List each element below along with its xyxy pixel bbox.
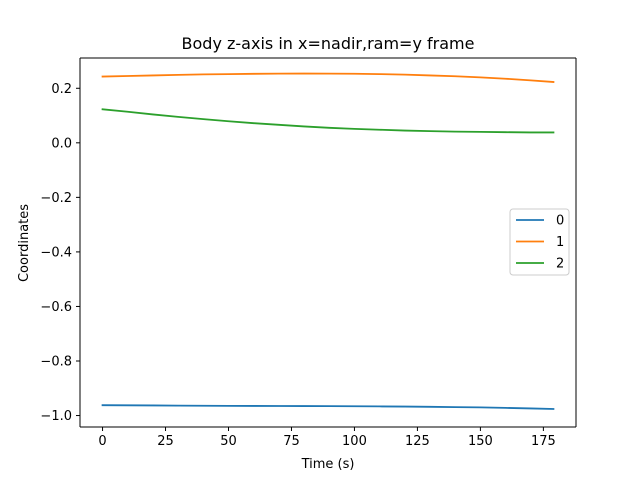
y-tick-label: 0.0 (51, 136, 72, 151)
legend-label-1: 1 (556, 235, 564, 250)
chart-title: Body z-axis in x=nadir,ram=y frame (182, 34, 475, 53)
axes (79, 57, 577, 428)
legend-label-2: 2 (556, 257, 564, 272)
x-tick-label: 0 (98, 434, 106, 449)
y-tick-label: −0.6 (40, 300, 72, 315)
y-tick-label: −0.2 (40, 191, 72, 206)
y-tick-label: −1.0 (40, 409, 72, 424)
y-tick-label: −0.8 (40, 355, 72, 370)
y-axis-ticks: −1.0 −0.8 −0.6 −0.4 −0.2 0.0 0.2 (40, 82, 80, 424)
y-axis-label: Coordinates (17, 204, 32, 282)
x-tick-label: 125 (405, 434, 430, 449)
legend-label-0: 0 (556, 214, 564, 229)
plot-background (80, 58, 576, 427)
x-tick-label: 75 (283, 434, 300, 449)
legend: 0 1 2 (509, 208, 570, 276)
x-axis-ticks: 0 25 50 75 100 125 150 175 (98, 427, 556, 449)
x-tick-label: 50 (220, 434, 237, 449)
x-axis-label: Time (s) (301, 457, 355, 472)
legend-entries: 0 1 2 (516, 214, 564, 272)
series-line-2 (101, 108, 555, 134)
series-line-0 (101, 404, 555, 410)
series-layer (101, 72, 555, 410)
x-tick-label: 25 (157, 434, 174, 449)
x-tick-label: 100 (342, 434, 367, 449)
y-tick-label: −0.4 (40, 245, 72, 260)
plot-area (80, 58, 576, 427)
y-tick-label: 0.2 (51, 82, 72, 97)
x-tick-label: 150 (468, 434, 493, 449)
x-tick-label: 175 (531, 434, 556, 449)
series-line-1 (101, 72, 555, 83)
